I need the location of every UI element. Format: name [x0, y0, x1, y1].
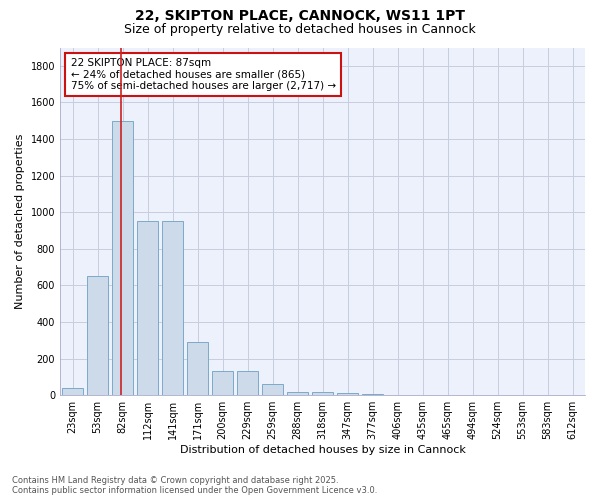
Text: 22, SKIPTON PLACE, CANNOCK, WS11 1PT: 22, SKIPTON PLACE, CANNOCK, WS11 1PT	[135, 9, 465, 23]
Bar	[62, 388, 83, 395]
Bar	[87, 276, 108, 395]
Bar	[112, 120, 133, 395]
Bar	[137, 222, 158, 395]
X-axis label: Distribution of detached houses by size in Cannock: Distribution of detached houses by size …	[179, 445, 466, 455]
Bar	[262, 384, 283, 395]
Bar	[337, 394, 358, 395]
Text: 22 SKIPTON PLACE: 87sqm
← 24% of detached houses are smaller (865)
75% of semi-d: 22 SKIPTON PLACE: 87sqm ← 24% of detache…	[71, 58, 335, 91]
Bar	[162, 222, 183, 395]
Bar	[362, 394, 383, 395]
Text: Size of property relative to detached houses in Cannock: Size of property relative to detached ho…	[124, 22, 476, 36]
Text: Contains HM Land Registry data © Crown copyright and database right 2025.
Contai: Contains HM Land Registry data © Crown c…	[12, 476, 377, 495]
Bar	[237, 372, 258, 395]
Y-axis label: Number of detached properties: Number of detached properties	[15, 134, 25, 309]
Bar	[312, 392, 333, 395]
Bar	[187, 342, 208, 395]
Bar	[287, 392, 308, 395]
Bar	[212, 372, 233, 395]
